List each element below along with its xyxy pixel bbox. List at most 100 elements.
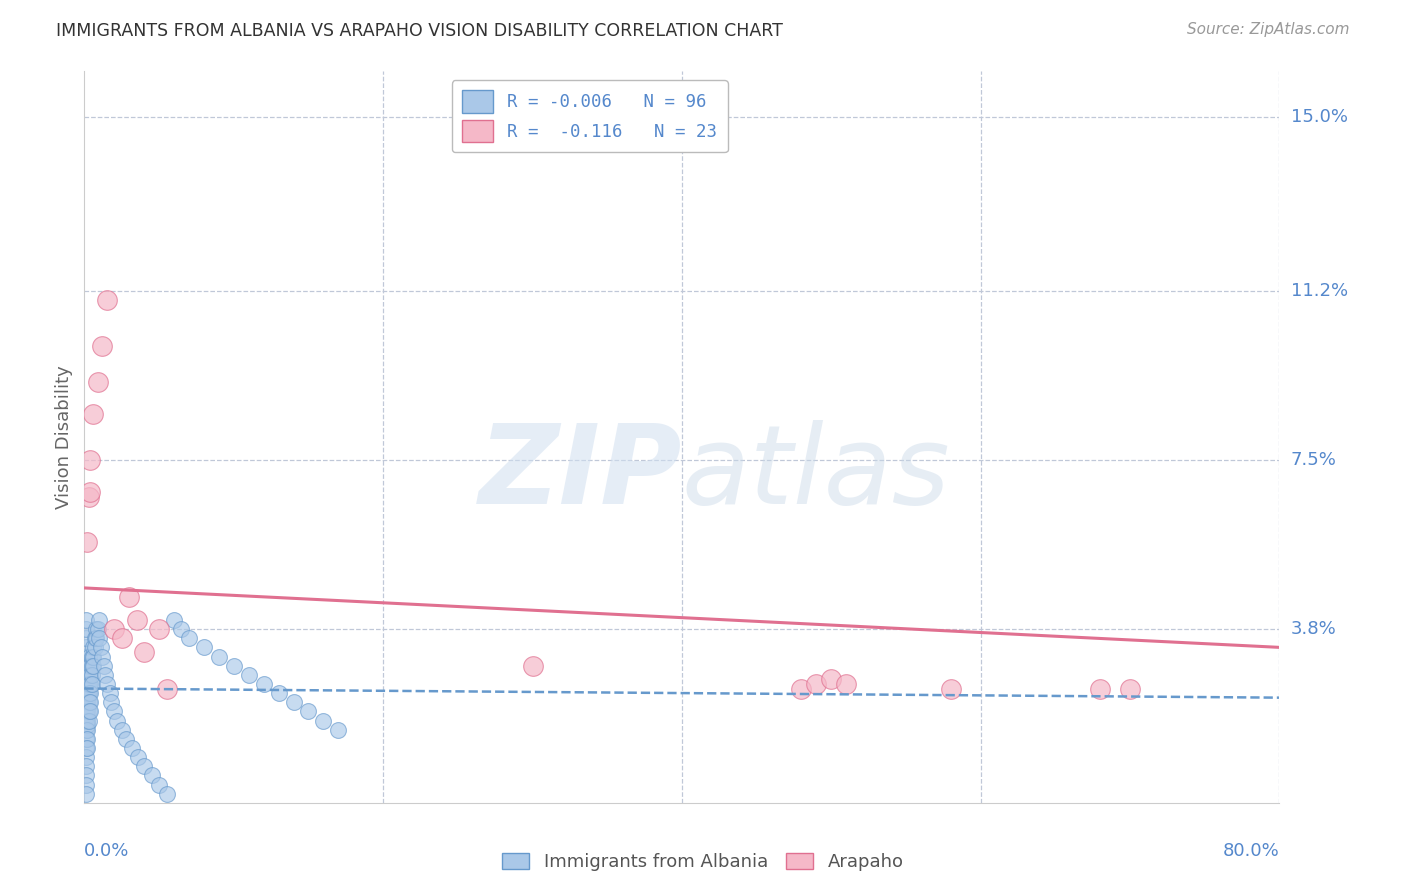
Point [89, 632, 111, 646]
Point [77, 695, 100, 709]
Point [98, 686, 121, 700]
Point [76, 705, 98, 719]
Point [77, 677, 100, 691]
Y-axis label: Vision Disability: Vision Disability [55, 365, 73, 509]
Point [76, 677, 98, 691]
Text: atlas: atlas [682, 420, 950, 527]
Point [79, 705, 101, 719]
Point [75, 632, 97, 646]
Point [75, 622, 97, 636]
Text: 11.2%: 11.2% [1291, 282, 1348, 300]
Point [87, 376, 110, 390]
Point [253, 677, 276, 691]
Point [75, 750, 97, 764]
Point [75, 778, 97, 792]
Point [121, 740, 143, 755]
Point [87, 622, 110, 636]
Text: 15.0%: 15.0% [1291, 108, 1347, 126]
Point [1119, 681, 1142, 696]
Point [148, 778, 170, 792]
Point [208, 649, 231, 664]
Point [75, 705, 97, 719]
Point [79, 658, 101, 673]
Point [83, 632, 105, 646]
Point [267, 686, 290, 700]
Point [79, 686, 101, 700]
Point [91, 338, 114, 352]
Text: 0.0%: 0.0% [84, 842, 129, 860]
Point [312, 714, 335, 728]
Point [148, 622, 170, 636]
Point [82, 658, 104, 673]
Point [86, 622, 108, 636]
Point [77, 686, 100, 700]
Point [163, 613, 186, 627]
Point [193, 640, 215, 655]
Point [835, 677, 858, 691]
Point [75, 714, 97, 728]
Point [77, 714, 100, 728]
Point [155, 787, 177, 801]
Point [222, 658, 245, 673]
Point [75, 686, 97, 700]
Point [76, 699, 98, 714]
Point [103, 622, 125, 636]
Legend: R = -0.006   N = 96, R =  -0.116   N = 23: R = -0.006 N = 96, R = -0.116 N = 23 [451, 80, 727, 153]
Point [75, 759, 97, 773]
Point [79, 695, 101, 709]
Point [75, 787, 97, 801]
Point [77, 677, 100, 691]
Point [77, 705, 100, 719]
Point [76, 718, 98, 732]
Point [75, 723, 97, 737]
Point [83, 640, 105, 655]
Point [76, 658, 98, 673]
Point [80, 667, 103, 681]
Point [939, 681, 962, 696]
Point [89, 613, 111, 627]
Point [76, 714, 98, 728]
Point [522, 658, 544, 673]
Point [93, 658, 115, 673]
Point [76, 535, 98, 549]
Point [103, 705, 125, 719]
Point [96, 293, 118, 307]
Point [100, 695, 122, 709]
Text: ZIP: ZIP [478, 420, 682, 527]
Text: IMMIGRANTS FROM ALBANIA VS ARAPAHO VISION DISABILITY CORRELATION CHART: IMMIGRANTS FROM ALBANIA VS ARAPAHO VISIO… [56, 22, 783, 40]
Point [297, 705, 319, 719]
Point [75, 613, 97, 627]
Point [75, 667, 97, 681]
Point [820, 673, 842, 687]
Point [82, 640, 104, 655]
Point [75, 768, 97, 782]
Point [132, 645, 156, 659]
Point [77, 667, 100, 681]
Point [76, 667, 98, 681]
Point [1090, 681, 1112, 696]
Point [111, 723, 134, 737]
Point [328, 723, 350, 737]
Point [155, 681, 177, 696]
Point [75, 740, 97, 755]
Point [82, 407, 104, 421]
Point [80, 649, 103, 664]
Point [76, 740, 98, 755]
Point [79, 667, 101, 681]
Point [170, 622, 193, 636]
Point [132, 759, 156, 773]
Point [86, 632, 108, 646]
Point [77, 490, 100, 504]
Point [79, 453, 101, 467]
Point [90, 640, 112, 655]
Point [82, 649, 104, 664]
Point [77, 658, 100, 673]
Point [79, 485, 101, 500]
Point [76, 709, 98, 723]
Point [75, 677, 97, 691]
Point [76, 690, 98, 705]
Point [75, 695, 97, 709]
Point [177, 632, 200, 646]
Point [76, 681, 98, 696]
Point [79, 677, 101, 691]
